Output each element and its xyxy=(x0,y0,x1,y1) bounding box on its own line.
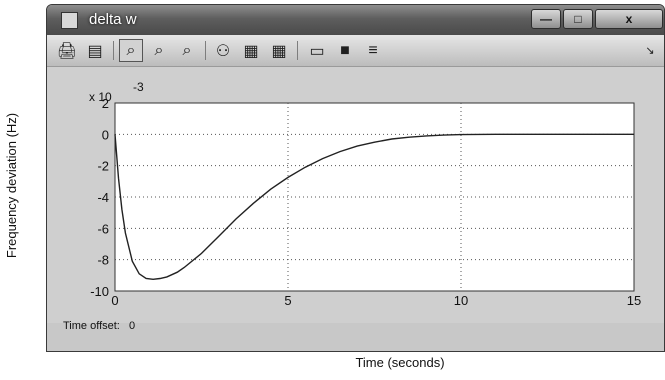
restore-axes-button[interactable]: ▦ xyxy=(267,39,291,62)
y-tick-label: -8 xyxy=(97,253,109,268)
title-bar[interactable]: delta w — □ x xyxy=(47,5,664,35)
status-bar xyxy=(47,323,664,351)
y-tick-label: -4 xyxy=(97,190,109,205)
lock-icon: ■ xyxy=(340,41,350,59)
y-axis-label-container: Frequency deviation (Hz) xyxy=(2,60,22,310)
x-tick-label: 5 xyxy=(284,293,291,308)
y-axis-label: Frequency deviation (Hz) xyxy=(4,112,20,258)
restore-axes-icon: ▦ xyxy=(271,42,287,60)
zoom-icon: ⌕ xyxy=(126,41,136,59)
zoom-y-button[interactable]: ⌕ xyxy=(175,39,199,62)
x-axis-label: Time (seconds) xyxy=(355,355,445,370)
parameters-icon: ▤ xyxy=(87,42,103,60)
y-tick-label: -10 xyxy=(90,284,109,299)
time-offset-label: Time offset: xyxy=(63,320,120,332)
toolbar-menu-button[interactable]: ↘ xyxy=(638,39,662,62)
window-title: delta w xyxy=(89,11,137,28)
lock-button[interactable]: ■ xyxy=(333,39,357,62)
print-icon: 🖨 xyxy=(56,42,78,60)
zoom-x-icon: ⌕ xyxy=(154,41,164,59)
time-offset: Time offset: 0 xyxy=(63,320,135,332)
save-axes-button[interactable]: ▦ xyxy=(239,39,263,62)
y-tick-label: -2 xyxy=(97,159,109,174)
y-tick-label: 2 xyxy=(102,96,109,111)
y-tick-label: 0 xyxy=(102,127,109,142)
toolbar-separator xyxy=(205,41,206,60)
minimize-button[interactable]: — xyxy=(531,9,561,29)
autoscale-button[interactable]: ⚇ xyxy=(211,39,235,62)
zoom-button[interactable]: ⌕ xyxy=(119,39,143,62)
signal-selection-icon: ≡ xyxy=(368,41,378,59)
maximize-button[interactable]: □ xyxy=(563,9,593,29)
zoom-y-icon: ⌕ xyxy=(182,41,192,59)
scope-window: delta w — □ x 🖨 ▤ ⌕ ⌕ ⌕ ⚇ ▦ ▦ ▭ ■ ≡ ↘ x … xyxy=(46,4,665,352)
autoscale-icon: ⚇ xyxy=(215,42,231,60)
plot-area: x 10 -3 0 5 10 15 2 0 -2 -4 -6 -8 -10 xyxy=(47,67,664,325)
print-button[interactable]: 🖨 xyxy=(55,39,79,62)
grid xyxy=(114,102,635,292)
axis-multiplier: x 10 xyxy=(89,90,112,104)
time-offset-value: 0 xyxy=(129,320,136,332)
series-line xyxy=(114,133,634,281)
zoom-x-button[interactable]: ⌕ xyxy=(147,39,171,62)
floating-scope-button[interactable]: ▭ xyxy=(305,39,329,62)
floating-scope-icon: ▭ xyxy=(309,42,325,60)
toolbar-separator xyxy=(297,41,298,60)
x-tick-label: 10 xyxy=(454,293,468,308)
save-axes-icon: ▦ xyxy=(243,42,259,60)
toolbar-separator xyxy=(113,41,114,60)
scope-app-icon xyxy=(61,12,78,29)
x-tick-label: 15 xyxy=(627,293,641,308)
x-tick-label: 0 xyxy=(111,293,118,308)
parameters-button[interactable]: ▤ xyxy=(83,39,107,62)
y-tick-label: -6 xyxy=(97,221,109,236)
axis-exponent: -3 xyxy=(133,80,144,94)
chevron-down-icon: ↘ xyxy=(645,45,655,57)
toolbar: 🖨 ▤ ⌕ ⌕ ⌕ ⚇ ▦ ▦ ▭ ■ ≡ ↘ xyxy=(47,35,664,67)
close-button[interactable]: x xyxy=(595,9,663,29)
signal-selection-button[interactable]: ≡ xyxy=(361,39,385,62)
axes-background xyxy=(114,102,635,292)
